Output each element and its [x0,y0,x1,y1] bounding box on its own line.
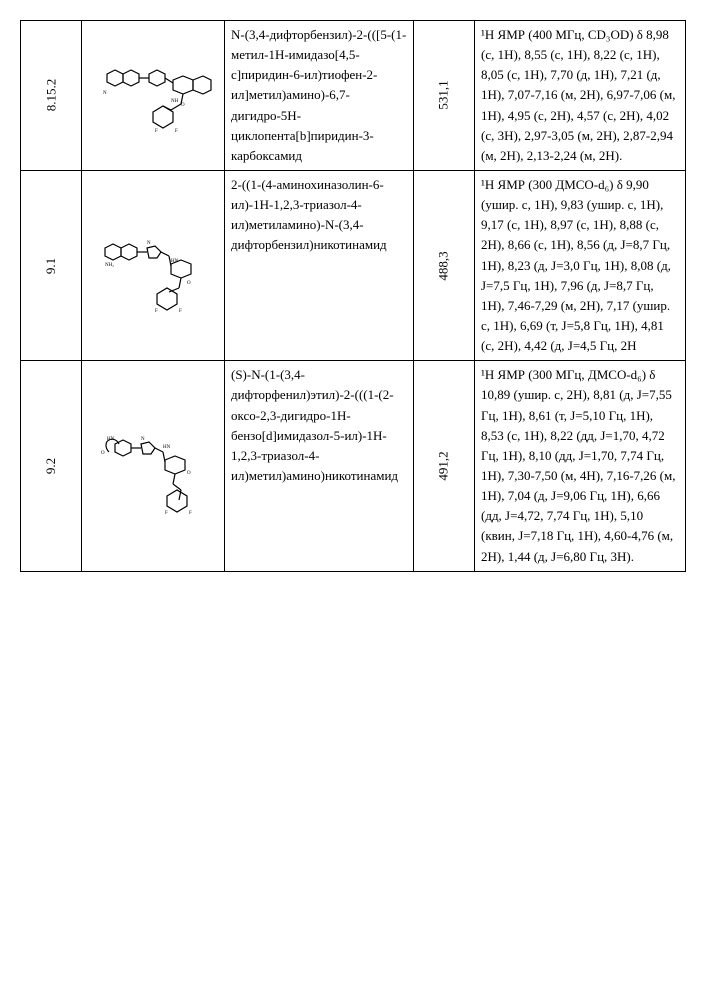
svg-text:N: N [141,437,145,442]
id-text: 9.2 [43,458,59,474]
cell-id: 8.15.2 [21,21,82,171]
cell-nmr: ¹H ЯМР (300 ДМСО-d₆) δ 9,90 (ушир. с, 1H… [475,170,686,360]
table-row: 8.15.2 N [21,21,686,171]
mass-text: 531,1 [436,81,452,110]
structure-icon: O HN N HN O F F [93,404,213,524]
structure-icon: N O NH F F [93,38,213,148]
table-row: 9.1 NH₂ N [21,170,686,360]
id-text: 9.1 [43,257,59,273]
mass-text: 488,3 [436,251,452,280]
svg-text:F: F [165,511,168,516]
compound-table: 8.15.2 N [20,20,686,572]
svg-text:NH₂: NH₂ [105,263,114,268]
cell-structure: O HN N HN O F F [82,361,225,571]
svg-text:O: O [187,281,191,286]
svg-text:F: F [155,309,158,314]
table-row: 9.2 O [21,361,686,571]
cell-nmr: ¹H ЯМР (300 МГц, ДМСО-d₆) δ 10,89 (ушир.… [475,361,686,571]
svg-text:NH: NH [171,99,179,104]
svg-text:N: N [147,241,151,246]
cell-id: 9.1 [21,170,82,360]
cell-mass: 491,2 [414,361,475,571]
svg-text:N: N [103,91,107,96]
cell-name: 2-((1-(4-аминохиназолин-6-ил)-1H-1,2,3-т… [225,170,414,360]
svg-text:F: F [179,309,182,314]
svg-text:O: O [181,103,185,108]
cell-nmr: ¹H ЯМР (400 МГц, CD₃OD) δ 8,98 (с, 1H), … [475,21,686,171]
svg-text:F: F [175,129,178,134]
svg-text:O: O [101,451,105,456]
cell-structure: N O NH F F [82,21,225,171]
cell-structure: NH₂ N HN O F F [82,170,225,360]
svg-text:HN: HN [163,445,171,450]
structure-icon: NH₂ N HN O F F [93,204,213,324]
cell-mass: 531,1 [414,21,475,171]
cell-id: 9.2 [21,361,82,571]
cell-mass: 488,3 [414,170,475,360]
svg-text:HN: HN [171,259,179,264]
svg-text:F: F [189,511,192,516]
id-text: 8.15.2 [43,79,59,112]
svg-text:O: O [187,471,191,476]
svg-text:HN: HN [107,437,115,442]
cell-name: N-(3,4-дифторбензил)-2-(([5-(1-метил-1H-… [225,21,414,171]
cell-name: (S)-N-(1-(3,4-дифторфенил)этил)-2-(((1-(… [225,361,414,571]
mass-text: 491,2 [436,451,452,480]
svg-text:F: F [155,129,158,134]
